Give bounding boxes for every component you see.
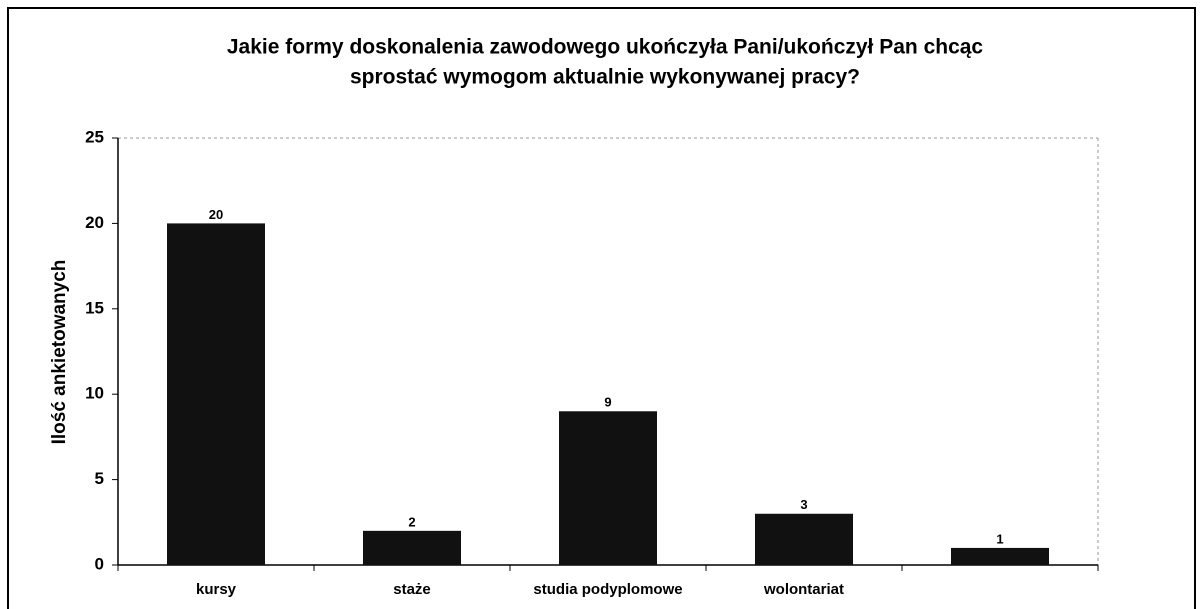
value-label: 2 xyxy=(408,514,415,529)
y-tick-label: 10 xyxy=(85,384,104,403)
value-label: 20 xyxy=(209,207,223,222)
y-tick-label: 20 xyxy=(85,213,104,232)
bar xyxy=(559,411,657,565)
x-tick-label: studia podyplomowe xyxy=(533,581,682,598)
bar xyxy=(167,223,265,565)
value-label: 3 xyxy=(800,497,807,512)
x-tick-label: wolontariat xyxy=(763,581,844,598)
x-tick-label: kursy xyxy=(196,581,237,598)
y-tick-label: 0 xyxy=(95,554,104,573)
chart-title: sprostać wymogom aktualnie wykonywanej p… xyxy=(350,66,860,89)
y-tick-label: 5 xyxy=(95,469,104,488)
value-label: 1 xyxy=(996,531,1003,546)
bar xyxy=(755,513,853,565)
y-axis-label: Ilość ankietowanych xyxy=(49,260,70,445)
value-label: 9 xyxy=(604,395,611,410)
x-tick-label: staże xyxy=(393,581,431,598)
chart-title: Jakie formy doskonalenia zawodowego ukoń… xyxy=(227,36,984,59)
y-tick-label: 15 xyxy=(85,298,104,317)
y-tick-label: 25 xyxy=(85,127,104,146)
bar xyxy=(951,547,1049,565)
chart-frame xyxy=(7,7,1196,609)
bar xyxy=(363,530,461,565)
